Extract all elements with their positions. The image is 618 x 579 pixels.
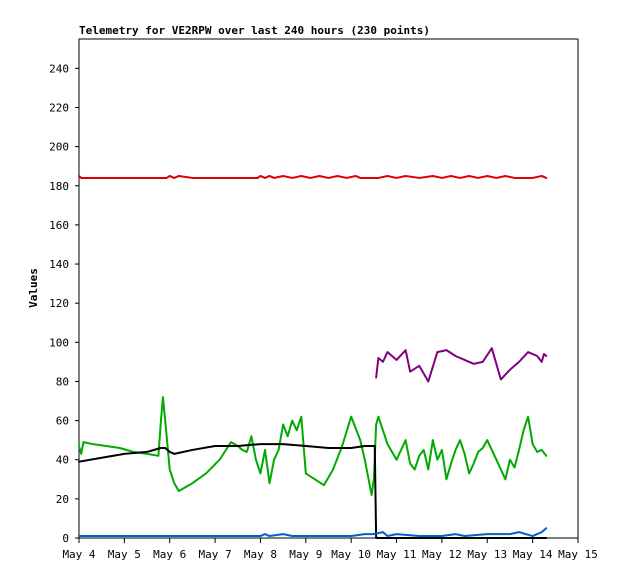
series-line-4 — [78, 527, 548, 538]
x-tick-label: May 11 — [377, 548, 417, 561]
series-group — [78, 174, 548, 539]
y-tick-label: 200 — [49, 141, 69, 154]
chart-title: Telemetry for VE2RPW over last 240 hours… — [79, 24, 430, 37]
x-axis: May 4 May 5 May 6 May 7 May 8 May 9 May 10 May … — [62, 538, 598, 561]
y-tick-label: 100 — [49, 336, 69, 349]
y-tick-label: 160 — [49, 219, 69, 232]
y-axis-title: Values — [27, 268, 40, 308]
x-tick-label: May 15 — [558, 548, 598, 561]
x-tick-label: May 12 — [422, 548, 462, 561]
plot-area — [78, 38, 579, 539]
y-axis: 0 20 40 60 80 100 120 140 160 180 200 220 240 — [49, 62, 79, 545]
x-tick-label: May 5 — [108, 548, 141, 561]
series-line-0 — [78, 174, 548, 179]
y-tick-label: 240 — [49, 62, 69, 75]
series-line-2 — [78, 396, 548, 496]
x-tick-label: May 13 — [467, 548, 507, 561]
x-tick-label: May 7 — [199, 548, 232, 561]
x-tick-label: May 6 — [153, 548, 186, 561]
y-tick-label: 40 — [56, 454, 69, 467]
x-tick-label: May 10 — [331, 548, 371, 561]
y-tick-label: 80 — [56, 375, 69, 388]
y-tick-label: 0 — [62, 532, 69, 545]
x-tick-label: May 8 — [244, 548, 277, 561]
y-tick-label: 220 — [49, 101, 69, 114]
y-tick-label: 120 — [49, 297, 69, 310]
series-line-1 — [375, 347, 548, 383]
y-tick-label: 20 — [56, 493, 69, 506]
y-tick-label: 60 — [56, 415, 69, 428]
x-tick-label: May 14 — [513, 548, 553, 561]
y-tick-label: 140 — [49, 258, 69, 271]
x-tick-label: May 9 — [289, 548, 322, 561]
y-tick-label: 180 — [49, 180, 69, 193]
x-tick-label: May 4 — [62, 548, 95, 561]
series-line-3 — [78, 443, 548, 539]
